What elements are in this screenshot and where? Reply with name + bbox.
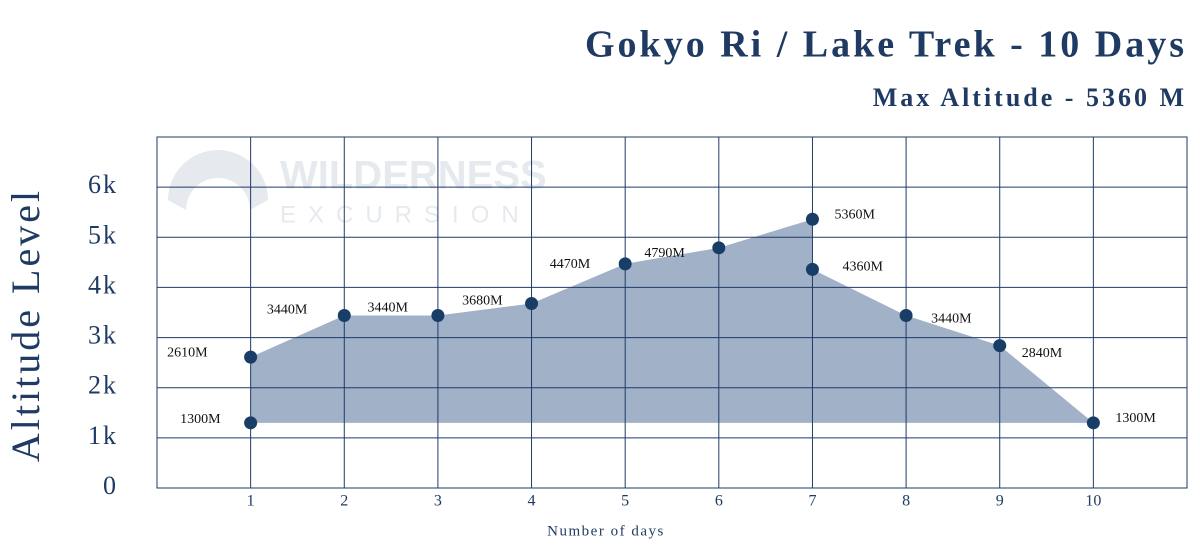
plot-frame xyxy=(156,136,1188,489)
x-tick-label: 7 xyxy=(808,493,816,510)
data-point xyxy=(712,241,726,255)
x-tick-label: 1 xyxy=(247,493,255,510)
data-label: 4470M xyxy=(550,257,591,272)
data-point xyxy=(1086,416,1100,430)
watermark: WILDERNESS xyxy=(280,154,547,198)
y-tick-label: 0 xyxy=(103,471,118,500)
data-point xyxy=(244,416,258,430)
x-tick-label: 2 xyxy=(340,493,348,510)
y-tick-label: 5k xyxy=(88,220,118,249)
data-label: 2840M xyxy=(1022,346,1063,361)
data-label: 3440M xyxy=(367,301,408,316)
data-point xyxy=(805,212,819,226)
x-tick-label: 6 xyxy=(715,493,723,510)
data-point xyxy=(244,350,258,364)
chart-title: Gokyo Ri / Lake Trek - 10 Days xyxy=(585,24,1187,66)
x-tick-label: 3 xyxy=(434,493,442,510)
data-label: 3680M xyxy=(462,294,503,309)
watermark-logo xyxy=(168,150,268,210)
y-tick-label: 6k xyxy=(88,170,118,199)
data-point xyxy=(805,262,819,276)
data-point xyxy=(899,309,913,323)
y-tick-label: 4k xyxy=(88,270,118,299)
y-tick-label: 2k xyxy=(88,371,118,400)
data-label: 4790M xyxy=(644,246,685,261)
data-point xyxy=(337,309,351,323)
data-label: 1300M xyxy=(180,412,221,427)
data-label: 2610M xyxy=(167,345,208,360)
data-point xyxy=(525,296,539,310)
x-tick-label: 8 xyxy=(902,493,910,510)
y-tick-label: 3k xyxy=(88,321,118,350)
data-point xyxy=(431,309,445,323)
data-label: 3440M xyxy=(267,303,308,318)
y-axis-title: Altitude Level xyxy=(3,188,48,462)
data-label: 5360M xyxy=(834,207,875,222)
y-tick-label: 1k xyxy=(88,421,118,450)
data-label: 3440M xyxy=(931,312,972,327)
x-tick-label: 10 xyxy=(1085,493,1101,510)
chart-subtitle: Max Altitude - 5360 M xyxy=(873,83,1187,112)
x-axis-title: Number of days xyxy=(547,523,665,539)
data-label: 4360M xyxy=(842,260,883,275)
x-tick-label: 4 xyxy=(528,493,536,510)
watermark: EXCURSION xyxy=(280,201,531,228)
area xyxy=(250,219,1094,423)
data-point xyxy=(618,257,632,271)
x-tick-label: 5 xyxy=(621,493,629,510)
x-tick-label: 9 xyxy=(996,493,1004,510)
data-label: 1300M xyxy=(1115,411,1156,426)
data-point xyxy=(993,339,1007,353)
